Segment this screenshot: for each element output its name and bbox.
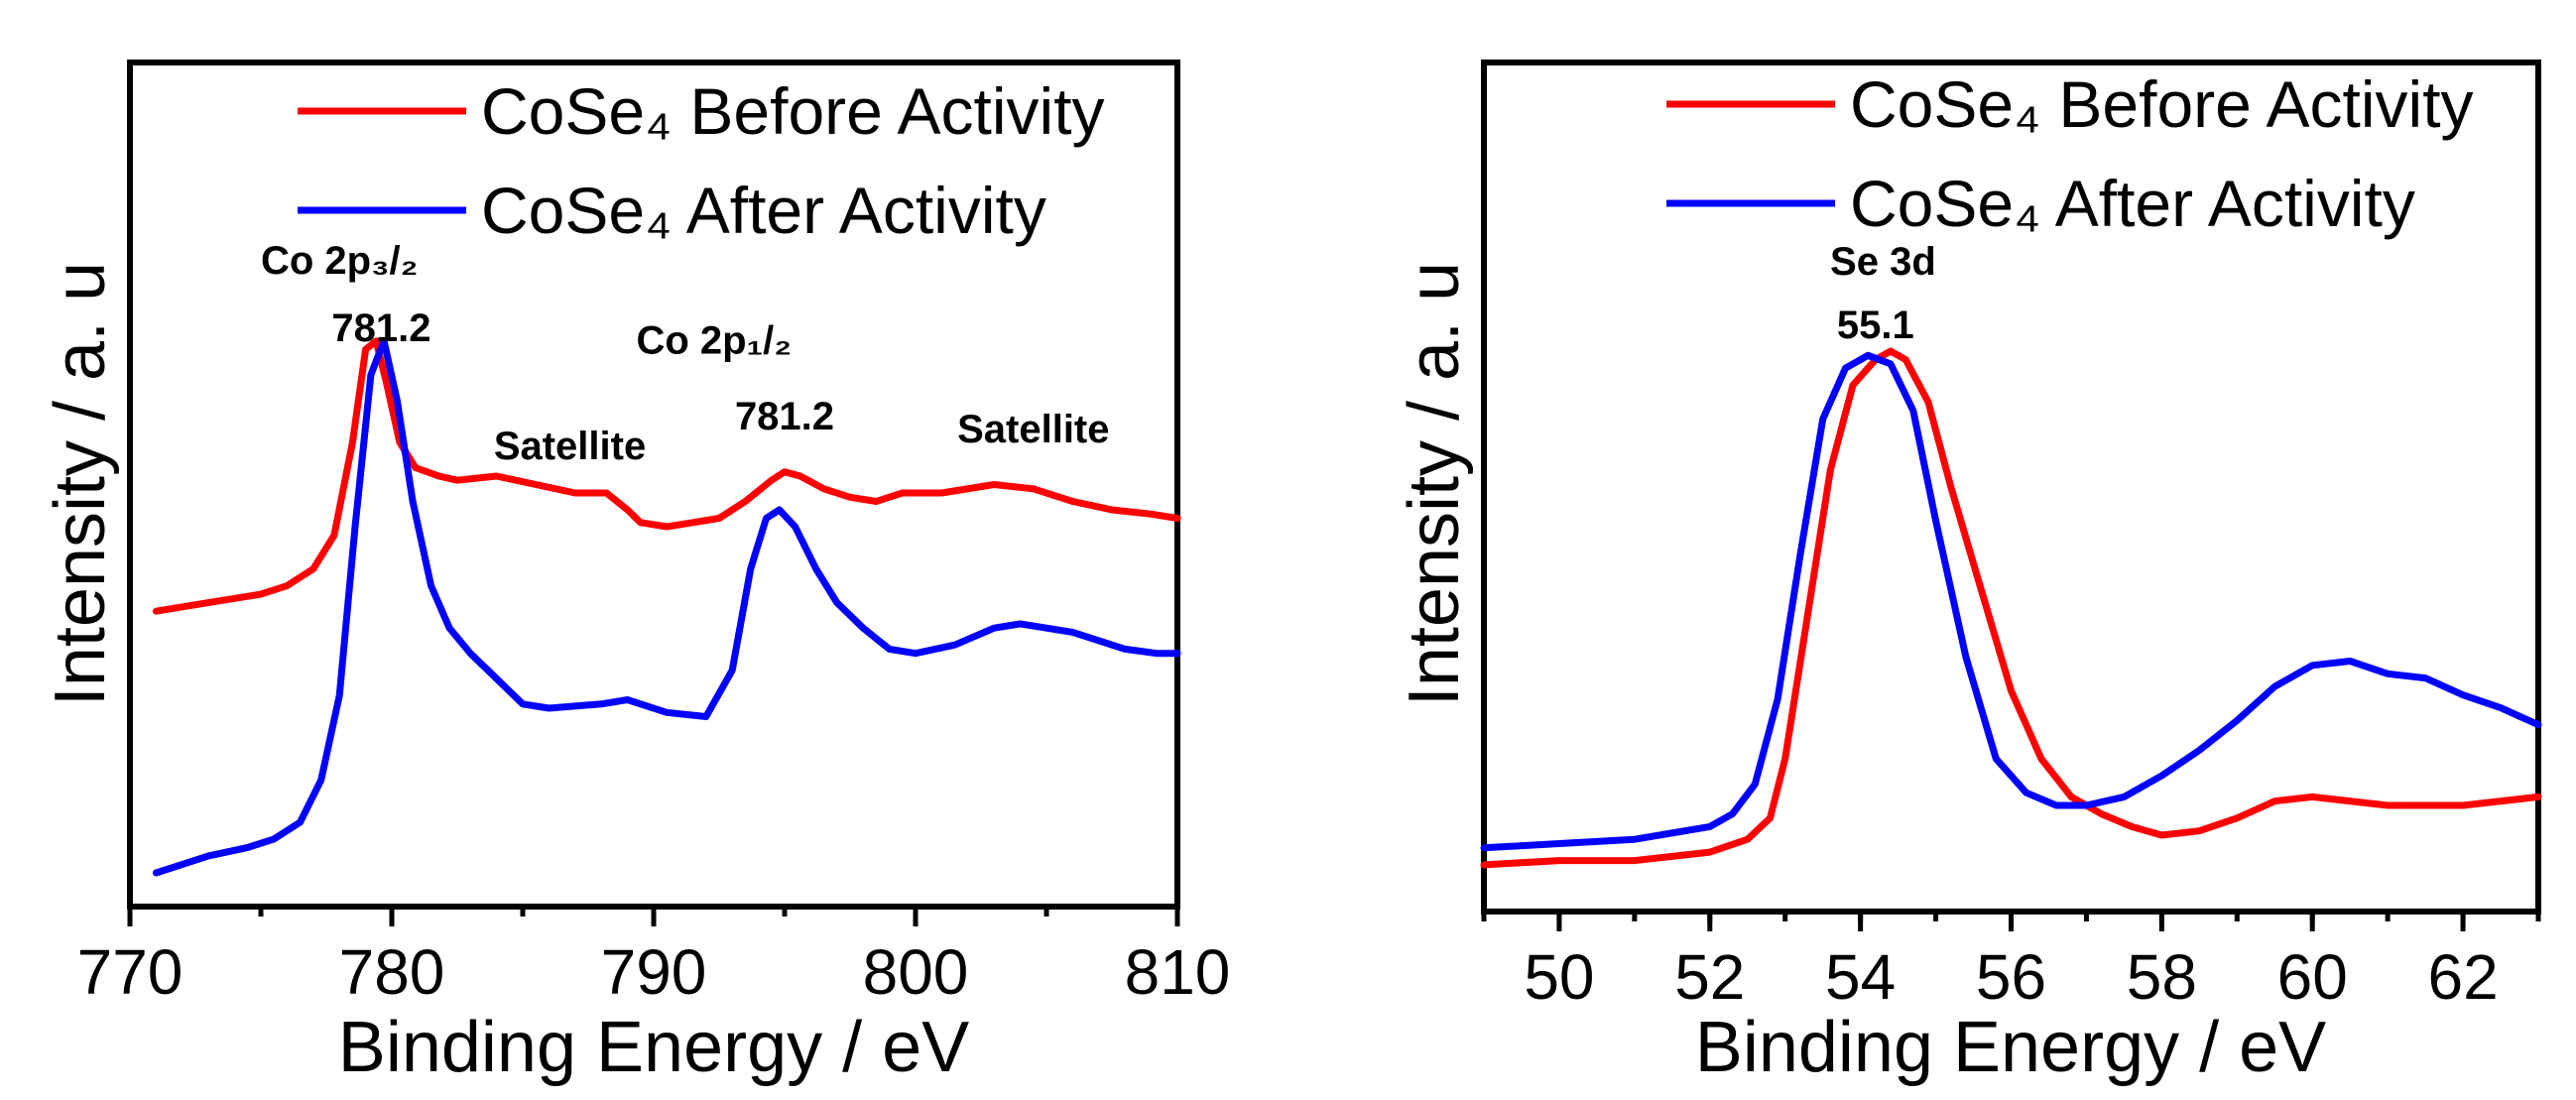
annotation-label-co2p: Co 2p₁/₂	[636, 319, 792, 363]
legend-se3d: CoSe₄ Before Activity CoSe₄ After Activi…	[1666, 67, 2474, 240]
x-axis-label-se3d: Binding Energy / eV	[1695, 1008, 2326, 1087]
legend-label-after-co2p: CoSe₄ After Activity	[481, 174, 1046, 247]
chart-panel-se3d: 50 52 54 56 58 60 62 Se 3d 55.1 Binding Energy …	[1395, 60, 2542, 1087]
annotation-label-co2p: Satellite	[494, 425, 646, 468]
ticks-se3d: 50 52 54 56 58 60 62	[1481, 912, 2541, 1013]
x-tick-label-se3d: 56	[1976, 941, 2046, 1013]
annotation-label-co2p: 781.2	[735, 395, 834, 438]
y-axis-label-se3d: Intensity / a. u	[1395, 262, 1474, 706]
series-line-before-se3d	[1480, 347, 2542, 869]
x-tick-label-se3d: 50	[1524, 941, 1594, 1013]
series-line-before-co2p	[152, 337, 1181, 615]
x-tick-label-se3d: 58	[2127, 941, 2197, 1013]
chart-panel-co2p: 770 780 790 800 810 Co 2p₃/₂ 781.2 Co 2p₁/₂ 781…	[41, 60, 1231, 1087]
x-tick-label-co2p: 810	[1125, 936, 1231, 1008]
x-tick-label-co2p: 790	[601, 936, 707, 1008]
x-tick-label-se3d: 60	[2277, 941, 2348, 1013]
annotation-label-co2p: Satellite	[957, 408, 1109, 451]
series-co2p	[152, 337, 1181, 877]
ticks-co2p: 770 780 790 800 810	[77, 907, 1231, 1008]
x-tick-label-co2p: 800	[863, 936, 969, 1008]
series-line-after-se3d	[1480, 351, 2542, 852]
legend-co2p: CoSe₄ Before Activity CoSe₄ After Activi…	[298, 74, 1105, 247]
legend-label-before-co2p: CoSe₄ Before Activity	[481, 74, 1105, 148]
annotations-se3d: Se 3d 55.1	[1830, 240, 1936, 347]
x-axis-label-co2p: Binding Energy / eV	[338, 1008, 969, 1087]
annotation-label-co2p: 781.2	[331, 306, 430, 350]
x-tick-label-se3d: 62	[2427, 941, 2498, 1013]
x-tick-label-se3d: 54	[1825, 941, 1896, 1013]
y-axis-label-co2p: Intensity / a. u	[41, 262, 120, 706]
legend-label-before-se3d: CoSe₄ Before Activity	[1850, 67, 2474, 141]
annotation-label-se3d: 55.1	[1837, 304, 1914, 347]
x-tick-label-co2p: 780	[339, 936, 445, 1008]
annotation-label-se3d: Se 3d	[1830, 240, 1936, 284]
series-line-after-co2p	[152, 337, 1181, 877]
annotations-co2p: Co 2p₃/₂ 781.2 Co 2p₁/₂ 781.2 Satellite Satel…	[261, 239, 1110, 468]
legend-label-after-se3d: CoSe₄ After Activity	[1850, 167, 2415, 240]
x-tick-label-se3d: 52	[1674, 941, 1745, 1013]
x-tick-label-co2p: 770	[77, 936, 184, 1008]
annotation-label-co2p: Co 2p₃/₂	[261, 239, 419, 283]
series-se3d	[1480, 347, 2542, 869]
